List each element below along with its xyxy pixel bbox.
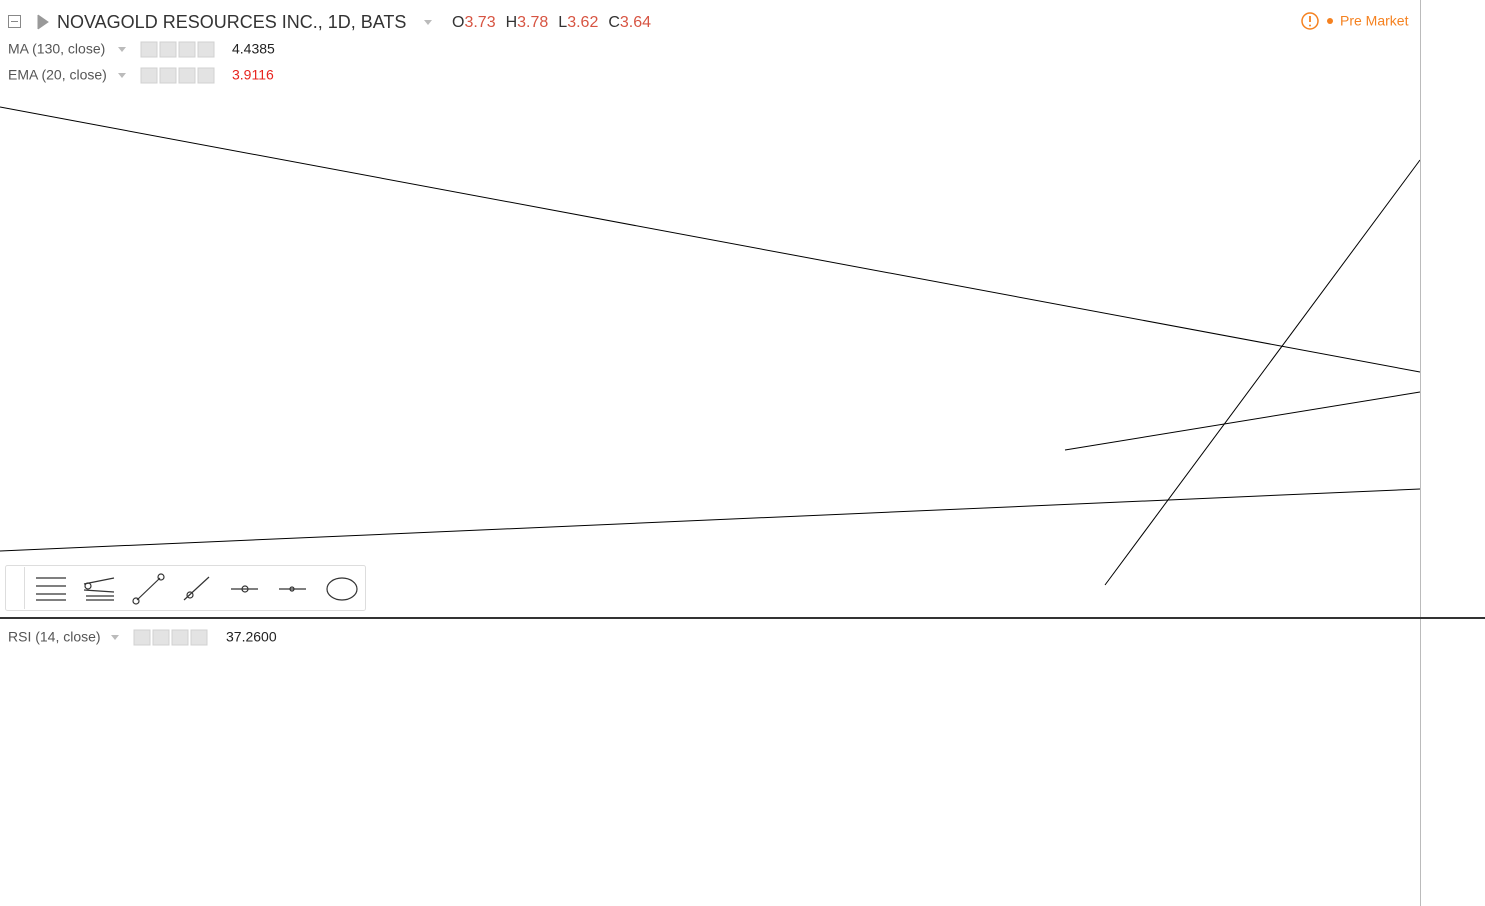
dropdown-caret[interactable] (118, 73, 126, 78)
dropdown-caret[interactable] (111, 635, 119, 640)
drawings (0, 106, 1421, 586)
status-dot (1327, 18, 1333, 24)
settings-button[interactable] (159, 41, 177, 58)
trend-line (1064, 391, 1421, 451)
indicator-buttons (133, 629, 208, 646)
tool-ray[interactable] (183, 576, 210, 601)
add-button[interactable] (171, 629, 189, 646)
indicator-name: EMA (20, close) (8, 67, 107, 83)
ohlc-key: H (506, 14, 518, 31)
toolbar-panel (5, 565, 366, 611)
dropdown-caret[interactable] (118, 47, 126, 52)
indicator-name: MA (130, close) (8, 41, 105, 57)
market-status: Pre Market (1340, 13, 1409, 29)
ohlc-value: 3.73 (464, 14, 495, 31)
indicator-buttons (140, 41, 215, 58)
visibility-button[interactable] (140, 41, 158, 58)
ohlc-value: 3.78 (517, 14, 548, 31)
trend-line (1104, 159, 1421, 586)
trend-line (0, 106, 1421, 373)
ohlc: O3.73 H3.78 L3.62 C3.64 (452, 14, 651, 31)
remove-button[interactable] (190, 629, 208, 646)
dropdown-caret[interactable] (424, 20, 432, 25)
tool-trend-line[interactable] (132, 573, 165, 605)
tool-horizontal-line[interactable] (279, 586, 306, 592)
indicator-value: 37.2600 (226, 629, 277, 645)
symbol-title: NOVAGOLD RESOURCES INC., 1D, BATS (57, 12, 406, 32)
market-status-icon (1309, 24, 1311, 27)
tool-ellipse[interactable] (326, 577, 358, 601)
drawing-toolbar (5, 565, 366, 611)
tool-horizontal-ray[interactable] (231, 585, 258, 593)
indicator-name: RSI (14, close) (8, 629, 101, 645)
collapse-icon[interactable] (8, 15, 21, 28)
ohlc-value: 3.62 (567, 14, 598, 31)
ohlc-key: O (452, 14, 464, 31)
ohlc-key: L (558, 14, 567, 31)
indicator-value: 3.9116 (232, 67, 274, 83)
symbol-icon (37, 14, 49, 30)
market-status-icon[interactable] (1301, 12, 1319, 30)
settings-button[interactable] (159, 67, 177, 84)
settings-button[interactable] (152, 629, 170, 646)
tool-horizontal-lines[interactable] (36, 577, 66, 601)
add-button[interactable] (178, 67, 196, 84)
tool-pitchfork[interactable] (83, 577, 115, 601)
remove-button[interactable] (197, 41, 215, 58)
add-button[interactable] (178, 41, 196, 58)
ohlc-value: 3.64 (620, 14, 651, 31)
remove-button[interactable] (197, 67, 215, 84)
visibility-button[interactable] (133, 629, 151, 646)
trend-line (0, 488, 1421, 552)
indicator-value: 4.4385 (232, 41, 275, 57)
indicator-buttons (140, 67, 215, 84)
ohlc-key: C (608, 14, 620, 31)
visibility-button[interactable] (140, 67, 158, 84)
